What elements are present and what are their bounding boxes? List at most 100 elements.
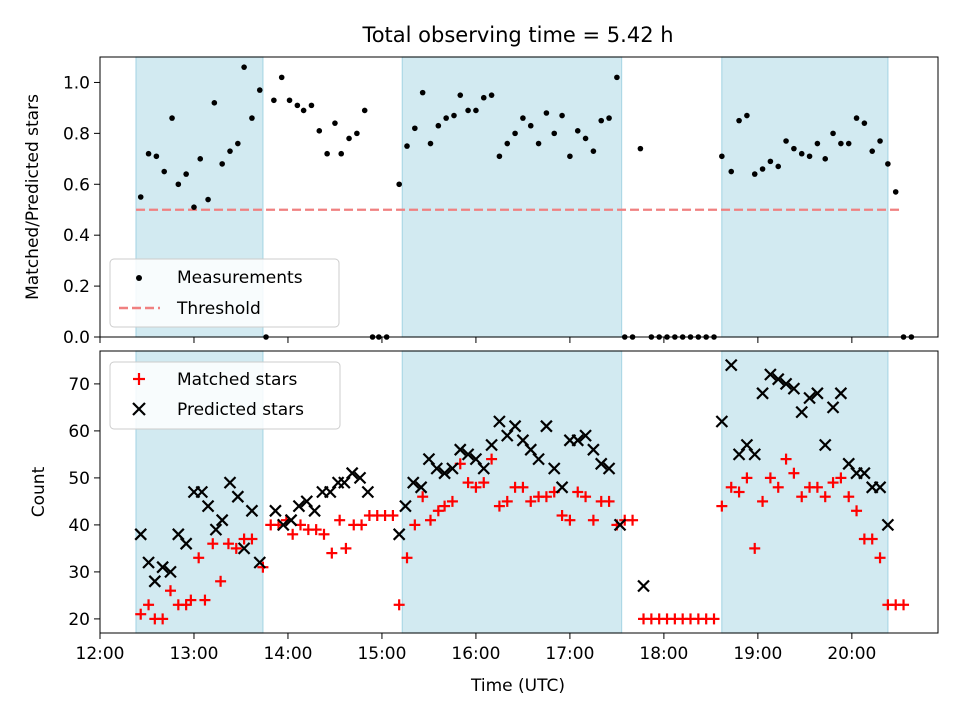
- measurement-point: [354, 130, 360, 137]
- matched-star-point: [764, 472, 776, 484]
- measurement-point: [830, 130, 836, 137]
- matched-star-point: [230, 542, 242, 554]
- measurement-point: [582, 135, 589, 142]
- measurement-point: [227, 148, 233, 154]
- predicted-star-point: [732, 448, 746, 461]
- matched-star-point: [827, 477, 839, 489]
- measurement-point: [614, 74, 620, 81]
- measurement-point: [404, 143, 410, 149]
- predicted-star-point: [748, 448, 762, 461]
- predicted-star-point: [571, 434, 585, 447]
- measurement-point: [728, 168, 735, 175]
- measurement-point: [175, 181, 182, 188]
- top-shaded-intervals: [135, 56, 889, 338]
- predicted-star-point: [430, 462, 444, 475]
- predicted-star-point: [818, 438, 832, 452]
- matched-star-point: [843, 491, 855, 503]
- measurement-point: [822, 156, 829, 162]
- measurement-point: [443, 115, 449, 121]
- predicted-star-point: [292, 499, 306, 513]
- measurement-point: [590, 148, 597, 154]
- measurement-point: [465, 107, 471, 114]
- matched-star-point: [326, 547, 338, 559]
- predicted-star-point: [142, 556, 155, 569]
- measurement-point: [567, 153, 573, 160]
- matched-star-point: [257, 561, 269, 573]
- measurement-point: [535, 140, 542, 147]
- predicted-legend-label: Predicted stars: [177, 400, 304, 420]
- predicted-star-point: [779, 377, 793, 391]
- measurement-point: [256, 87, 263, 93]
- predicted-star-point: [547, 462, 561, 475]
- predicted-star-point: [756, 387, 769, 400]
- matched-star-point: [334, 514, 346, 526]
- predicted-star-point: [422, 452, 436, 466]
- y-tick-label: 0.2: [63, 277, 90, 297]
- matched-star-point: [401, 552, 413, 564]
- matched-star-point: [207, 538, 219, 550]
- bottom-x-axis: 12:00 13:00 14:00 15:00 16:00 17:00 18:00 19:00…: [76, 633, 876, 664]
- matched-legend-marker: [133, 373, 145, 385]
- top-panel: 0.0 0.2 0.4 0.6 0.8 1.0 Matched/Predicted sta…: [23, 56, 939, 348]
- shaded-interval: [401, 56, 623, 338]
- matched-star-point: [525, 495, 537, 507]
- measurement-point: [791, 145, 797, 152]
- measurement-point: [473, 107, 479, 114]
- x-tick-label: 19:00: [733, 644, 782, 664]
- predicted-star-point: [469, 452, 483, 466]
- y-tick-label: 20: [68, 610, 90, 630]
- measurement-point: [877, 138, 883, 144]
- predicted-star-point: [811, 387, 824, 400]
- measurement-point: [457, 92, 464, 98]
- top-y-axis: 0.0 0.2 0.4 0.6 0.8 1.0: [63, 73, 100, 348]
- measurement-point: [451, 112, 457, 119]
- predicted-star-point: [134, 528, 148, 541]
- predicted-star-point: [438, 466, 451, 480]
- predicted-star-point: [715, 415, 729, 428]
- measurement-point: [736, 117, 742, 124]
- measurement-point: [637, 145, 644, 152]
- top-legend: Measurements Threshold: [109, 258, 340, 328]
- measurement-point: [137, 194, 144, 200]
- predicted-star-point: [803, 391, 816, 405]
- measurement-point: [419, 89, 426, 96]
- matched-star-point: [580, 491, 592, 503]
- x-tick-label: 18:00: [639, 644, 688, 664]
- predicted-star-point: [156, 560, 169, 574]
- predicted-star-point: [414, 481, 428, 494]
- predicted-star-point: [594, 457, 608, 471]
- predicted-star-point: [508, 419, 522, 433]
- bottom-plot-frame: [99, 350, 939, 634]
- predicted-star-point: [826, 401, 840, 414]
- predicted-star-point: [215, 513, 229, 527]
- predicted-star-point: [446, 462, 459, 475]
- predicted-star-point: [361, 485, 375, 499]
- measurement-point: [767, 158, 774, 165]
- matched-star-point: [749, 542, 761, 554]
- measurement-point: [551, 130, 558, 137]
- measurement-point: [145, 150, 152, 157]
- predicted-star-point: [453, 443, 467, 456]
- predicted-star-point: [237, 542, 251, 555]
- measurement-point: [527, 122, 534, 129]
- measurement-point: [300, 107, 307, 114]
- measurement-point: [806, 153, 813, 160]
- matched-star-point: [222, 538, 234, 550]
- threshold-legend-label: Threshold: [176, 299, 261, 319]
- predicted-star-point: [602, 462, 616, 475]
- matched-star-point: [898, 599, 910, 611]
- predicted-star-point: [172, 528, 185, 541]
- y-tick-label: 60: [68, 422, 90, 442]
- measurement-point: [496, 153, 503, 160]
- measurement-point: [191, 204, 197, 210]
- matched-star-point: [733, 486, 745, 498]
- y-tick-label: 0.8: [63, 124, 90, 144]
- measurement-point: [759, 166, 766, 172]
- predicted-star-point: [231, 490, 245, 503]
- measurement-point: [512, 130, 518, 137]
- bottom-legend: Matched stars Predicted stars: [109, 361, 341, 430]
- shaded-interval: [401, 350, 623, 634]
- y-tick-label: 0.4: [63, 226, 90, 246]
- predicted-star-point: [461, 448, 475, 461]
